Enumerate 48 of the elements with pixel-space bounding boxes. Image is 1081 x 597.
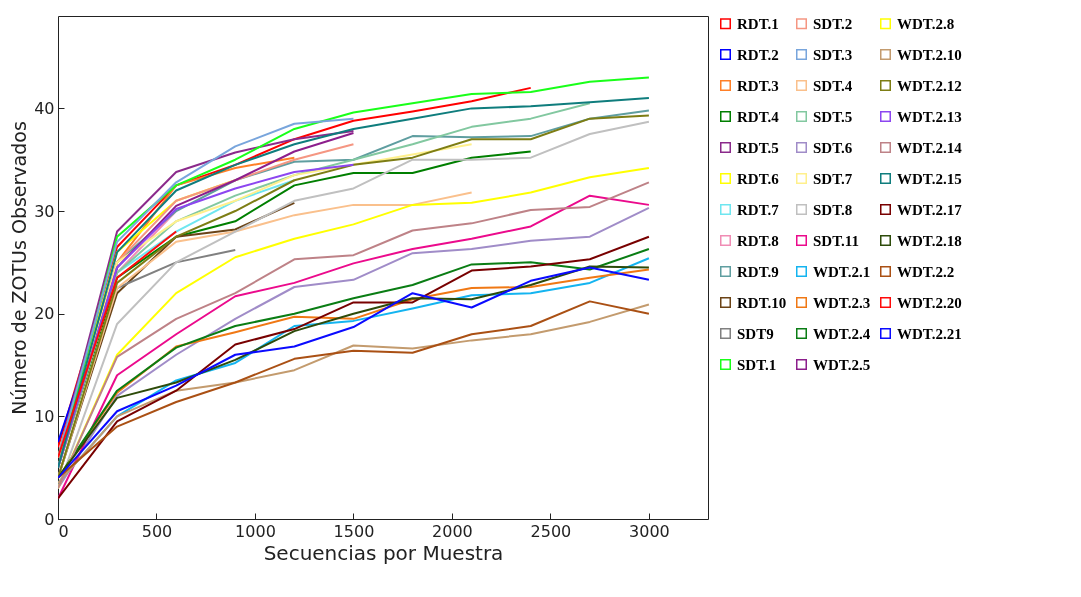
legend-label: WDT.2.13 — [897, 108, 962, 125]
x-tick-label: 3000 — [629, 521, 670, 541]
legend-label: WDT.2.4 — [813, 325, 871, 342]
legend-label: WDT.2.12 — [897, 77, 962, 94]
legend-label: SDT.6 — [813, 139, 853, 156]
legend-label: WDT.2.17 — [897, 201, 963, 218]
legend-label: SDT.8 — [813, 201, 853, 218]
legend-label: RDT.9 — [737, 263, 779, 280]
legend-label: SDT.5 — [813, 108, 853, 125]
legend-label: WDT.2.10 — [897, 46, 962, 63]
legend-label: RDT.7 — [737, 201, 780, 218]
legend-label: WDT.2.14 — [897, 139, 963, 156]
x-tick-label: 2500 — [530, 521, 572, 541]
legend-label: WDT.2.1 — [813, 263, 871, 280]
legend-label: SDT.11 — [813, 232, 859, 249]
legend-label: SDT.4 — [813, 77, 853, 94]
x-tick-label: 2000 — [432, 521, 473, 541]
legend-label: RDT.5 — [737, 139, 779, 156]
y-tick-label: 30 — [34, 201, 55, 221]
legend-label: RDT.4 — [737, 108, 780, 125]
y-tick-label: 10 — [34, 406, 55, 426]
legend-label: WDT.2.15 — [897, 170, 962, 187]
legend-label: WDT.2.8 — [897, 15, 955, 32]
x-tick-label: 0 — [58, 521, 69, 541]
y-tick-label: 40 — [34, 98, 55, 118]
legend-label: SDT.2 — [813, 15, 853, 32]
legend-label: SDT.3 — [813, 46, 853, 63]
legend-label: RDT.6 — [737, 170, 780, 187]
y-axis-title: Número de ZOTUs Observados — [8, 121, 31, 415]
legend-label: WDT.2.3 — [813, 294, 871, 311]
x-axis-title: Secuencias por Muestra — [263, 540, 504, 565]
legend-label: SDT9 — [737, 325, 774, 342]
legend-label: WDT.2.2 — [897, 263, 955, 280]
legend-label: WDT.2.20 — [897, 294, 962, 311]
x-tick-label: 1500 — [333, 521, 375, 541]
legend-label: RDT.2 — [737, 46, 779, 63]
legend-label: WDT.2.5 — [813, 356, 871, 373]
legend-label: SDT.1 — [737, 356, 777, 373]
legend-label: RDT.8 — [737, 232, 779, 249]
legend-label: RDT.1 — [737, 15, 779, 32]
legend-label: RDT.3 — [737, 77, 779, 94]
legend-label: WDT.2.18 — [897, 232, 962, 249]
legend-label: RDT.10 — [737, 294, 787, 311]
x-tick-label: 1000 — [235, 521, 276, 541]
legend-label: WDT.2.21 — [897, 325, 962, 342]
legend-label: SDT.7 — [813, 170, 853, 187]
y-tick-label: 20 — [34, 304, 55, 324]
x-tick-label: 500 — [141, 521, 173, 541]
